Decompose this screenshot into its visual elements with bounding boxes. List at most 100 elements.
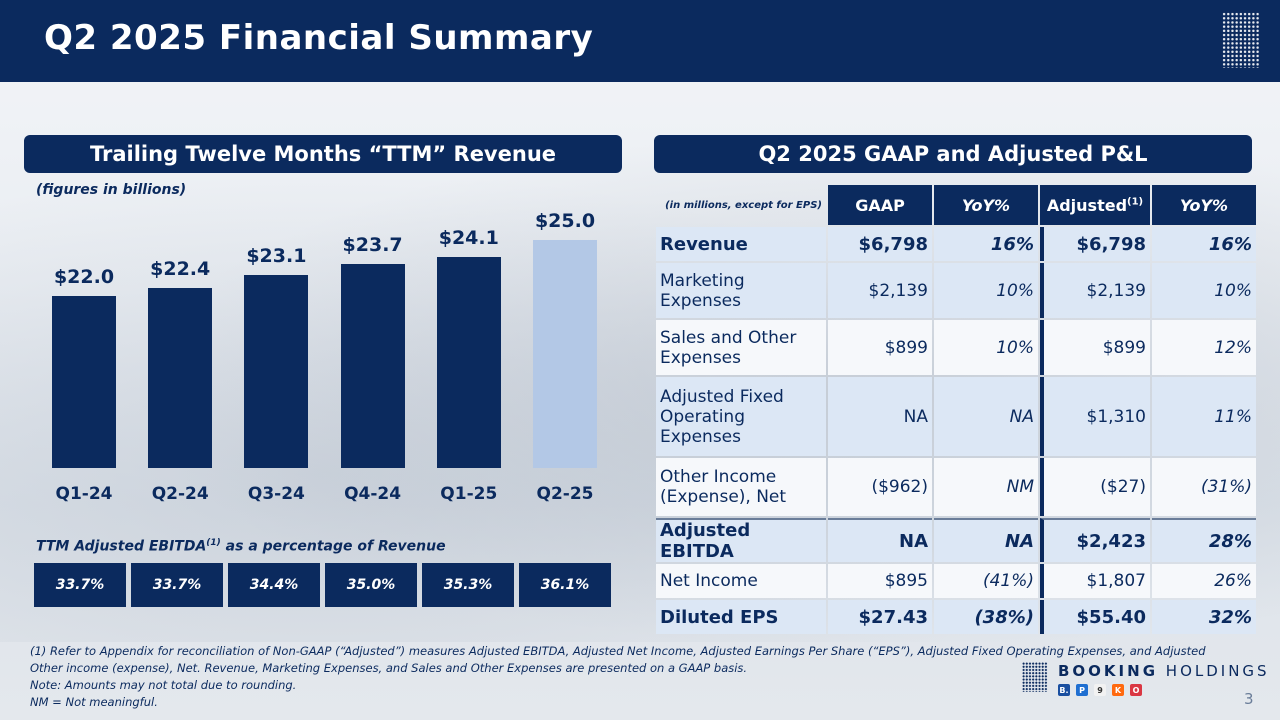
row-label: Other Income (Expense), Net (656, 458, 826, 516)
bar-value-label: $22.0 (53, 265, 115, 288)
row-label: Diluted EPS (656, 600, 826, 634)
gaap-value: NA (828, 518, 932, 562)
gaap-yoy: (41%) (934, 564, 1038, 598)
bar-value-label: $24.1 (438, 226, 499, 249)
page-title: Q2 2025 Financial Summary (44, 18, 594, 58)
gaap-yoy: (38%) (934, 600, 1038, 634)
ebitda-pct-q1-24: 33.7% (34, 563, 126, 607)
pl-table: (in millions, except for EPS) GAAP YoY% … (654, 183, 1258, 636)
header-adjusted-yoy: YoY% (1152, 185, 1256, 225)
bar-value-label: $22.4 (150, 258, 211, 281)
gaap-value: $899 (828, 320, 932, 375)
footnote-3: NM = Not meaningful. (30, 695, 158, 709)
gaap-value: ($962) (828, 458, 932, 516)
category-label: Q2-25 (536, 484, 594, 504)
gaap-yoy: 10% (934, 320, 1038, 375)
bar-q3-24 (244, 275, 309, 468)
figures-note: (figures in billions) (36, 182, 187, 198)
ebitda-pct-q4-24: 35.0% (325, 563, 417, 607)
ebitda-pct-q1-25: 35.3% (422, 563, 514, 607)
table-row: Marketing Expenses $2,139 10% $2,139 10% (656, 263, 1256, 318)
footnotes: (1) Refer to Appendix for reconciliation… (30, 643, 1210, 711)
ebitda-pct-q2-25: 36.1% (519, 563, 611, 607)
row-label: Sales and Other Expenses (656, 320, 826, 375)
gaap-yoy: NA (934, 377, 1038, 456)
bar-value-label: $23.7 (342, 234, 403, 257)
bar-value-label: $25.0 (534, 210, 596, 232)
footnote-2: Note: Amounts may not total due to round… (30, 678, 297, 692)
adjusted-yoy: 12% (1152, 320, 1256, 375)
category-label: Q1-25 (440, 484, 498, 504)
category-label: Q3-24 (247, 484, 305, 504)
gaap-value: $895 (828, 564, 932, 598)
header-gaap: GAAP (828, 185, 932, 225)
gaap-value: $6,798 (828, 227, 932, 261)
table-row: Adjusted EBITDA NA NA $2,423 28% (656, 518, 1256, 562)
dot-grid-decoration (1222, 12, 1260, 68)
gaap-value: NA (828, 377, 932, 456)
adjusted-value: ($27) (1040, 458, 1150, 516)
adjusted-yoy: 32% (1152, 600, 1256, 634)
gaap-yoy: 16% (934, 227, 1038, 261)
category-label: Q4-24 (344, 484, 402, 504)
ttm-revenue-chart: $22.0 Q1-24 $22.4 Q2-24 $23.1 Q3-24 $23.7 Q4-24… (24, 200, 624, 520)
bar-q4-24 (340, 264, 405, 468)
category-label: Q2-24 (151, 484, 209, 504)
units-note: (in millions, except for EPS) (665, 199, 822, 211)
adjusted-yoy: 10% (1152, 263, 1256, 318)
footnote-1: (1) Refer to Appendix for reconciliation… (30, 644, 1206, 675)
table-row: Revenue $6,798 16% $6,798 16% (656, 227, 1256, 261)
kayak-brand-icon: K (1112, 684, 1124, 696)
adjusted-value: $2,423 (1040, 518, 1150, 562)
table-row: Net Income $895 (41%) $1,807 26% (656, 564, 1256, 598)
logo-dots (1022, 662, 1048, 692)
logo-wordmark: BOOKING HOLDINGS (1058, 662, 1270, 680)
row-label: Revenue (656, 227, 826, 261)
gaap-yoy: 10% (934, 263, 1038, 318)
header-bar: Q2 2025 Financial Summary (0, 0, 1280, 82)
page-number: 3 (1244, 690, 1254, 708)
pl-table-wrap: (in millions, except for EPS) GAAP YoY% … (654, 183, 1256, 636)
opentable-brand-icon: O (1130, 684, 1142, 696)
bar-q1-24 (52, 295, 116, 468)
adjusted-yoy: 11% (1152, 377, 1256, 456)
brand-icons: B. P 9 K O (1058, 684, 1142, 696)
adjusted-yoy: 16% (1152, 227, 1256, 261)
adjusted-value: $899 (1040, 320, 1150, 375)
gaap-yoy: NM (934, 458, 1038, 516)
bar-q1-25 (436, 256, 501, 468)
header-adjusted: Adjusted(1) (1040, 185, 1150, 225)
adjusted-yoy: 26% (1152, 564, 1256, 598)
bar-value-label: $23.1 (246, 245, 307, 268)
category-label: Q1-24 (55, 484, 113, 504)
booking-brand-icon: B. (1058, 684, 1070, 696)
adjusted-value: $1,310 (1040, 377, 1150, 456)
header-gaap-yoy: YoY% (934, 185, 1038, 225)
row-label: Net Income (656, 564, 826, 598)
agoda-brand-icon: 9 (1094, 684, 1106, 696)
booking-holdings-logo: BOOKING HOLDINGS B. P 9 K O (1022, 660, 1272, 700)
gaap-yoy: NA (934, 518, 1038, 562)
pl-banner: Q2 2025 GAAP and Adjusted P&L (654, 135, 1252, 173)
adjusted-value: $2,139 (1040, 263, 1150, 318)
table-row: Sales and Other Expenses $899 10% $899 1… (656, 320, 1256, 375)
adjusted-value: $6,798 (1040, 227, 1150, 261)
ebitda-title: TTM Adjusted EBITDA(1) as a percentage o… (36, 538, 446, 555)
gaap-value: $27.43 (828, 600, 932, 634)
adjusted-value: $55.40 (1040, 600, 1150, 634)
row-label: Marketing Expenses (656, 263, 826, 318)
priceline-brand-icon: P (1076, 684, 1088, 696)
ttm-revenue-banner: Trailing Twelve Months “TTM” Revenue (24, 135, 622, 173)
adjusted-yoy: 28% (1152, 518, 1256, 562)
gaap-value: $2,139 (828, 263, 932, 318)
ebitda-pct-q3-24: 34.4% (228, 563, 320, 607)
table-row: Other Income (Expense), Net ($962) NM ($… (656, 458, 1256, 516)
row-label: Adjusted Fixed Operating Expenses (656, 377, 826, 456)
adjusted-yoy: (31%) (1152, 458, 1256, 516)
ebitda-pct-q2-24: 33.7% (131, 563, 223, 607)
table-row: Diluted EPS $27.43 (38%) $55.40 32% (656, 600, 1256, 634)
bar-q2-25 (533, 240, 597, 468)
bar-q2-24 (148, 288, 213, 468)
table-row: Adjusted Fixed Operating Expenses NA NA … (656, 377, 1256, 456)
row-label: Adjusted EBITDA (656, 518, 826, 562)
